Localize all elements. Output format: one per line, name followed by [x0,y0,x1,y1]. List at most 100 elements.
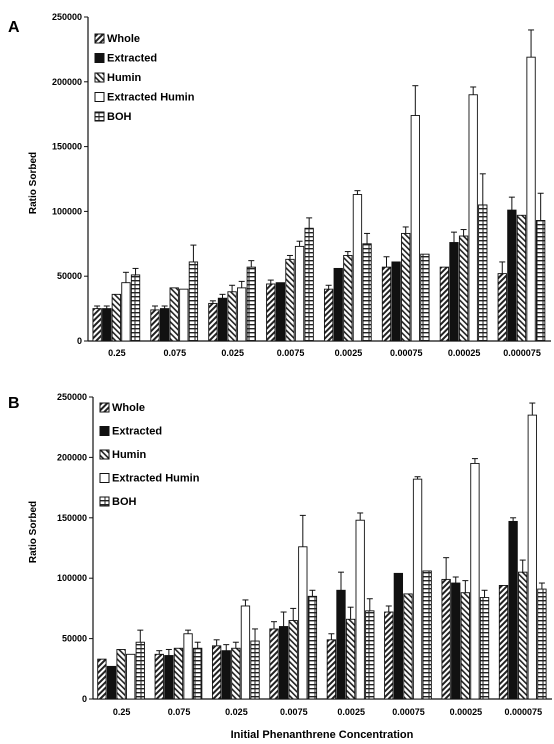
bar-whole [384,611,394,700]
y-tick-label: 0 [82,694,87,704]
legend-a: Whole Extracted Humin Extracted Humin BOH [94,33,195,123]
bar-extracted-humin [355,519,365,700]
legend-label-extracted: Extracted [112,426,162,438]
legend-label-humin: Humin [112,449,147,461]
bar-extracted [159,308,170,342]
legend-swatch-humin [99,449,110,460]
legend-label-whole: Whole [112,402,145,414]
bar-boh [246,266,256,342]
bar-whole [97,658,107,700]
legend-swatch-extracted-humin [94,92,105,102]
bar-humin [169,287,179,342]
bar-extracted-humin [183,633,193,700]
bar-humin [116,649,126,700]
bar-extracted [164,655,174,700]
bar-whole [326,639,337,700]
bar-boh [479,597,490,700]
x-tick-label: 0.00025 [450,707,483,717]
bar-humin [401,232,411,342]
x-tick-label: 0.025 [225,707,248,717]
bar-boh [250,640,260,700]
bar-whole [323,288,334,342]
x-tick-label: 0.075 [164,348,187,358]
legend-swatch-whole [99,402,110,413]
x-tick-label: 0.0025 [337,707,365,717]
y-tick-label: 100000 [57,573,87,583]
bar-extracted [275,282,286,342]
bar-extracted-humin [412,478,423,700]
panel-letter-b: B [8,395,20,412]
bar-whole [497,273,507,342]
bar-boh [365,610,375,700]
x-tick-labels-b: 0.25 0.075 0.025 0.0075 0.0025 0.00075 0.00025… [113,707,542,717]
legend-label-humin: Humin [107,72,142,84]
x-tick-label: 0.00075 [392,707,425,717]
bars-b [97,402,547,700]
y-tick-label: 250000 [52,12,82,22]
legend-label-extracted-humin: Extracted Humin [112,473,200,485]
bar-whole [381,266,392,342]
bar-whole [441,578,451,700]
bar-extracted-humin [240,605,251,700]
chart-panel-b: B Ratio Sorbed 0 50000 100000 150000 200000 2… [8,392,552,717]
bar-extracted-humin [352,194,363,342]
bar-humin [231,647,241,700]
bar-humin [518,571,528,700]
bar-extracted [508,520,518,700]
bar-humin [111,293,121,342]
y-ticks-b: 0 50000 100000 150000 200000 250000 [57,392,93,704]
bar-extracted-humin [527,414,537,700]
y-tick-label: 50000 [62,634,87,644]
y-tick-label: 250000 [57,392,87,402]
bar-humin [227,291,237,342]
y-axis-title-b: Ratio Sorbed [28,501,39,563]
bar-extracted [217,297,228,342]
bar-whole [92,308,102,342]
x-tick-label: 0.25 [108,348,126,358]
bar-extracted [221,650,231,700]
y-tick-label: 0 [77,336,82,346]
bar-boh [420,253,430,342]
bar-whole [208,302,218,342]
bar-extracted-humin [470,462,480,700]
legend-label-extracted: Extracted [107,53,157,65]
bar-extracted-humin [410,115,420,342]
bar-extracted-humin [298,546,308,700]
legend-swatch-boh [94,111,105,122]
bar-humin [403,593,413,700]
bar-boh [304,227,314,342]
bar-boh [307,595,318,700]
bar-extracted-humin [294,245,305,342]
x-tick-label: 0.0075 [277,348,305,358]
bar-whole [211,645,222,700]
bar-humin [345,618,356,700]
bar-extracted-humin [237,287,247,342]
x-tick-label: 0.00075 [390,348,423,358]
bar-whole [150,309,160,342]
legend-label-extracted-humin: Extracted Humin [107,92,195,104]
bar-humin [343,255,353,342]
bar-whole [154,653,164,700]
y-tick-label: 100000 [52,206,82,216]
bars-a [92,29,546,342]
x-tick-label: 0.000075 [503,348,541,358]
legend-swatch-extracted [94,53,105,63]
x-tick-label: 0.000075 [505,707,543,717]
bar-whole [269,628,279,700]
legend-label-boh: BOH [112,496,137,508]
bar-extracted [278,626,289,700]
bar-extracted [336,589,346,700]
bar-boh [135,641,145,700]
bar-humin [458,235,469,342]
legend-swatch-extracted-humin [99,473,110,483]
y-tick-label: 200000 [52,77,82,87]
panel-letter-a: A [8,19,20,36]
legend-swatch-whole [94,33,105,44]
bar-boh [193,647,203,700]
bar-boh [362,243,372,342]
bar-extracted-humin [121,282,131,342]
y-ticks-a: 0 50000 100000 150000 200000 250000 [52,12,88,346]
x-tick-label: 0.025 [221,348,244,358]
bar-boh [537,588,547,700]
